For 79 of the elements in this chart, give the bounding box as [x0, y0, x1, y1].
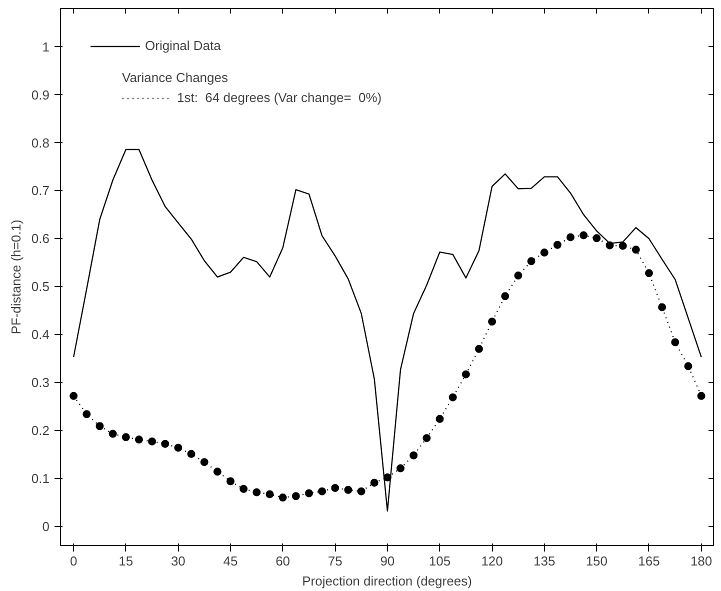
- x-tick-label: 180: [690, 554, 712, 568]
- point: [501, 292, 510, 300]
- y-tick-label: 0.4: [31, 327, 50, 342]
- point: [148, 437, 156, 446]
- legend-label: Original Data: [145, 38, 221, 53]
- y-tick-label: 0.2: [31, 422, 50, 438]
- x-tick-label: 45: [223, 554, 238, 568]
- y-tick-label: 0.6: [31, 231, 50, 246]
- x-tick-label: 150: [586, 554, 608, 568]
- point: [187, 450, 196, 458]
- point: [671, 338, 680, 346]
- point: [122, 433, 130, 442]
- y-tick-label: 0.5: [31, 279, 50, 294]
- legend-label: 1st: 64 degrees (Var change= 0%): [177, 90, 382, 105]
- point: [606, 241, 614, 250]
- point: [82, 410, 91, 418]
- point: [266, 490, 274, 498]
- point: [592, 234, 601, 242]
- point: [474, 344, 483, 353]
- point: [632, 246, 640, 254]
- x-tick-label: 15: [118, 554, 134, 568]
- point: [684, 362, 692, 370]
- point: [357, 487, 366, 496]
- y-tick-label: 0.8: [31, 135, 50, 150]
- point: [658, 303, 666, 312]
- point: [70, 392, 78, 400]
- point: [383, 473, 392, 482]
- x-tick-label: 30: [170, 554, 186, 568]
- y-tick-label: 0.9: [31, 87, 50, 102]
- x-tick-label: 105: [428, 554, 451, 568]
- point: [462, 370, 470, 378]
- point: [553, 240, 562, 249]
- point: [252, 488, 261, 496]
- point: [527, 257, 536, 266]
- point: [697, 392, 706, 400]
- point: [422, 434, 431, 442]
- point: [436, 414, 444, 423]
- point: [96, 422, 104, 430]
- point: [200, 458, 208, 466]
- point: [331, 484, 340, 492]
- y-tick-label: 1: [42, 39, 50, 54]
- point: [226, 477, 235, 486]
- point: [644, 269, 653, 278]
- point: [134, 436, 143, 444]
- point: [370, 478, 378, 487]
- point: [240, 484, 248, 493]
- x-tick-label: 90: [380, 554, 395, 568]
- point: [278, 494, 287, 502]
- point: [161, 440, 170, 448]
- x-tick-label: 75: [328, 554, 342, 568]
- y-axis-title: PF-distance (h=0.1): [8, 220, 24, 334]
- y-tick-label: 0.7: [31, 183, 50, 198]
- x-axis-title: Projection direction (degrees): [302, 574, 472, 588]
- point: [108, 430, 117, 438]
- point: [292, 492, 300, 500]
- point: [174, 444, 182, 452]
- point: [344, 486, 352, 494]
- legend-title: Variance Changes: [122, 70, 229, 85]
- point: [410, 451, 418, 460]
- point: [618, 242, 627, 250]
- point: [540, 248, 548, 257]
- point: [318, 487, 326, 496]
- y-tick-label: 0.3: [31, 374, 50, 390]
- x-tick-label: 165: [638, 554, 660, 568]
- point: [566, 233, 575, 242]
- x-tick-label: 135: [534, 554, 556, 568]
- x-tick-label: 60: [276, 554, 290, 568]
- line-series: [72, 148, 702, 512]
- point: [514, 272, 522, 280]
- x-tick-label: 0: [70, 554, 78, 568]
- y-tick-label: 0.1: [31, 470, 50, 486]
- point: [580, 231, 588, 240]
- point: [304, 489, 313, 498]
- point: [448, 393, 457, 402]
- point: [213, 468, 222, 476]
- point: [396, 464, 405, 472]
- x-tick-label: 120: [481, 554, 503, 568]
- y-tick-label: 0: [42, 518, 50, 534]
- point: [488, 318, 496, 326]
